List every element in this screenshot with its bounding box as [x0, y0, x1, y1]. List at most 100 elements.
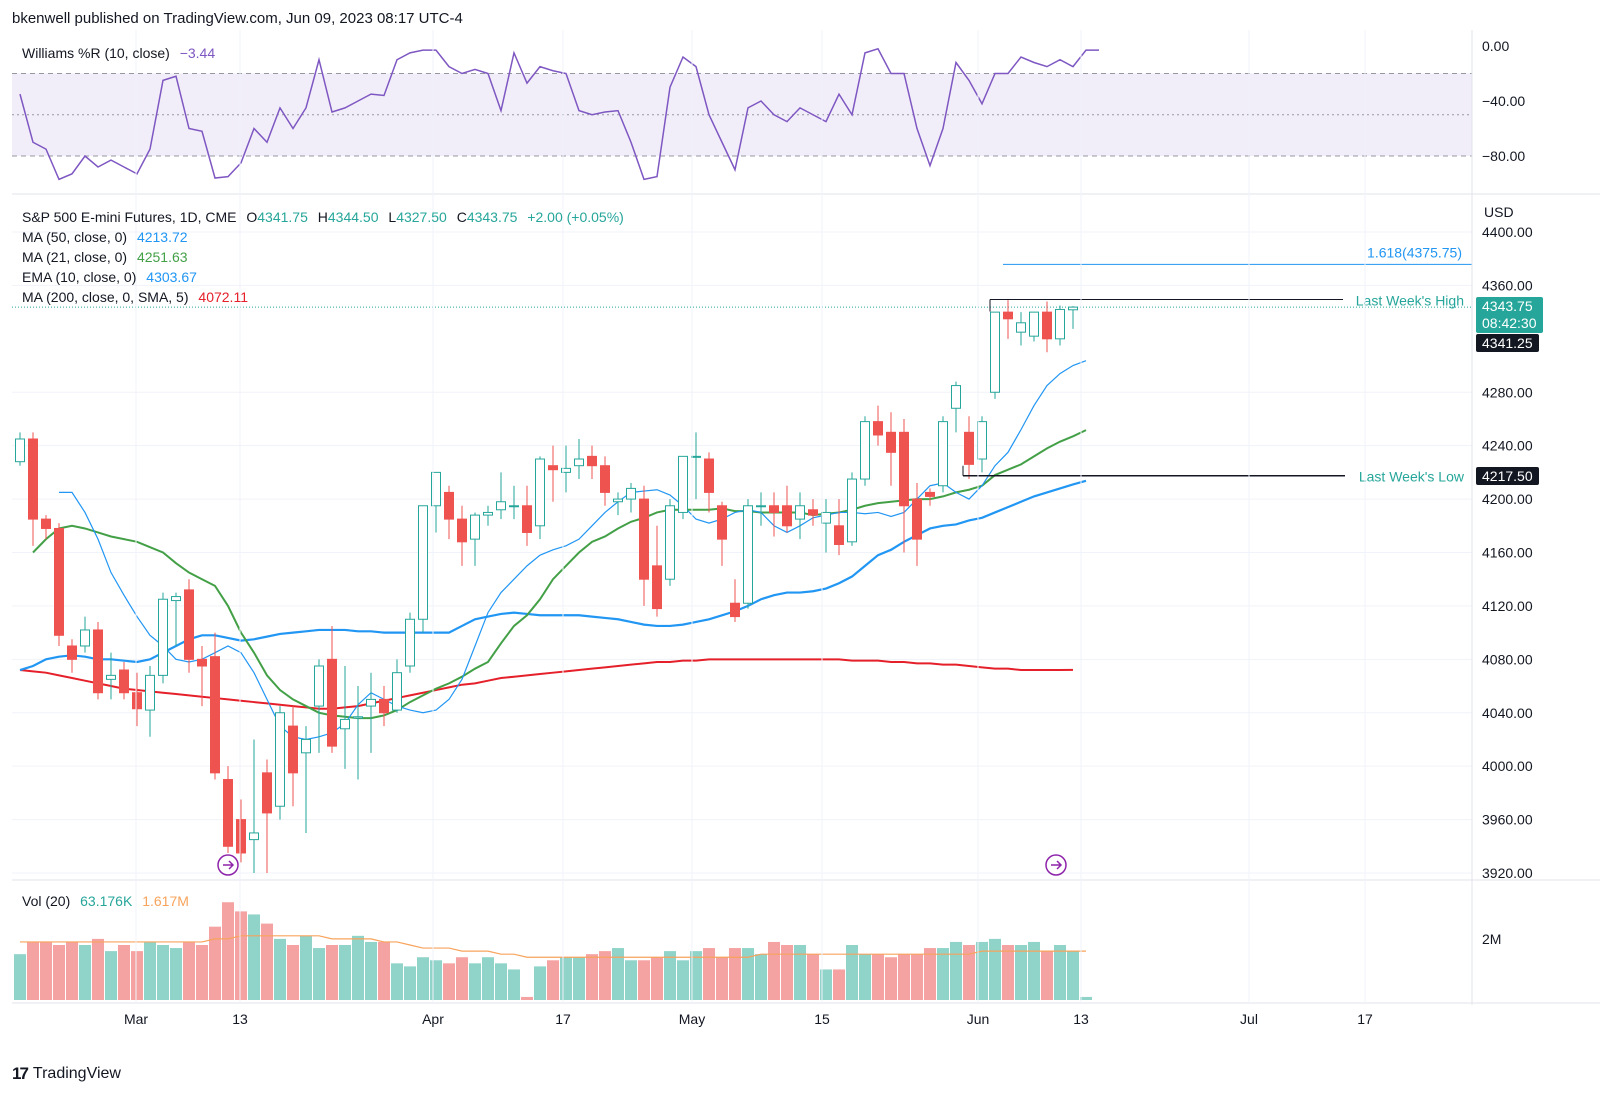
candle — [587, 455, 597, 467]
x-tick-label: 17 — [1357, 1011, 1373, 1027]
williams-legend[interactable]: Williams %R (10, close) −3.44 — [22, 45, 221, 61]
candle — [340, 718, 350, 730]
prev-close-tag: 4341.25 — [1476, 334, 1539, 352]
volume-bar — [859, 954, 871, 1000]
tradingview-logo[interactable]: 17 TradingView — [12, 1064, 121, 1084]
high-label: H — [317, 209, 328, 225]
volume-value: 63.176K — [80, 893, 133, 909]
volume-bar — [560, 957, 572, 1000]
volume-bar — [820, 969, 832, 1000]
candle — [28, 438, 38, 520]
candle — [730, 602, 740, 618]
candle — [899, 431, 909, 507]
candle — [392, 672, 402, 711]
price-tick-label: 3920.00 — [1482, 865, 1533, 881]
indicator-value: 4213.72 — [136, 229, 188, 245]
candle — [938, 421, 948, 487]
volume-bar — [872, 954, 884, 1000]
publisher-line: bkenwell published on TradingView.com, J… — [12, 10, 463, 27]
volume-bar — [183, 941, 195, 1000]
price-legend[interactable]: S&P 500 E-mini Futures, 1D, CME O4341.75… — [22, 209, 630, 225]
price-tick-label: 4280.00 — [1482, 384, 1533, 400]
volume-bar — [118, 945, 130, 1000]
volume-bar — [27, 941, 39, 1000]
candle — [1042, 311, 1052, 340]
candle — [327, 658, 337, 747]
candle — [106, 674, 116, 680]
volume-bar — [391, 963, 403, 1000]
volume-bar — [625, 960, 637, 1000]
last-week-high-label: Last Week's High — [1356, 292, 1464, 308]
candle — [470, 514, 480, 540]
candle — [1068, 306, 1078, 311]
open-value: 4341.75 — [257, 209, 308, 225]
candle — [249, 832, 259, 841]
volume-bar — [677, 960, 689, 1000]
volume-bar — [1028, 941, 1040, 1000]
volume-bar — [248, 914, 260, 1000]
candle — [769, 505, 779, 513]
candle — [990, 311, 1000, 393]
volume-legend[interactable]: Vol (20) 63.176K 1.617M — [22, 893, 195, 909]
volume-bar — [664, 951, 676, 1000]
volume-bar — [781, 945, 793, 1000]
candle — [652, 565, 662, 610]
candle — [353, 716, 363, 719]
volume-bar — [53, 945, 65, 1000]
volume-bar — [651, 957, 663, 1000]
last-week-low-label: Last Week's Low — [1359, 469, 1465, 485]
candle — [301, 738, 311, 754]
candle — [704, 458, 714, 493]
price-tick-label: 4360.00 — [1482, 277, 1533, 293]
last-price: 4343.75 — [1482, 298, 1533, 314]
volume-bar — [352, 935, 364, 1000]
price-tick-label: 4200.00 — [1482, 491, 1533, 507]
countdown: 08:42:30 — [1482, 315, 1537, 331]
volume-bar — [287, 945, 299, 1000]
volume-bar — [1041, 951, 1053, 1000]
candle — [262, 772, 272, 814]
ma21-line — [32, 429, 1087, 720]
candle — [678, 455, 688, 513]
event-marker-icon — [217, 854, 239, 876]
williams-tick-label: −80.00 — [1482, 148, 1525, 164]
candle — [314, 665, 324, 707]
x-tick-label: 13 — [232, 1011, 248, 1027]
tradingview-logo-icon: 17 — [12, 1064, 29, 1083]
candle — [41, 518, 51, 529]
volume-bar — [313, 948, 325, 1000]
event-marker-arrow — [223, 860, 235, 870]
candle — [457, 518, 467, 543]
indicator-ma200[interactable]: MA (200, close, 0, SMA, 5) 4072.11 — [22, 289, 254, 305]
volume-bar — [729, 948, 741, 1000]
indicator-label: EMA (10, close, 0) — [22, 269, 137, 285]
candle — [886, 431, 896, 453]
close-label: C — [456, 209, 467, 225]
candle — [483, 511, 493, 516]
volume-bar — [690, 951, 702, 1000]
indicator-ema10[interactable]: EMA (10, close, 0) 4303.67 — [22, 269, 203, 285]
volume-bar — [495, 963, 507, 1000]
volume-bar — [339, 945, 351, 1000]
volume-bar — [937, 948, 949, 1000]
x-tick-label: May — [679, 1011, 705, 1027]
candle — [912, 498, 922, 540]
indicator-ma21[interactable]: MA (21, close, 0) 4251.63 — [22, 249, 194, 265]
candle — [977, 421, 987, 460]
volume-bar — [547, 960, 559, 1000]
volume-bar — [521, 996, 533, 1000]
volume-bar — [573, 957, 585, 1000]
indicator-ma50[interactable]: MA (50, close, 0) 4213.72 — [22, 229, 194, 245]
candle — [691, 455, 701, 458]
candle — [496, 501, 506, 511]
candle — [418, 505, 428, 620]
volume-bar — [66, 941, 78, 1000]
volume-bar — [274, 938, 286, 1000]
volume-bar — [898, 954, 910, 1000]
volume-panel: 2M — [14, 902, 1501, 1000]
candle — [873, 421, 883, 436]
candle — [197, 658, 207, 667]
ma50-line — [19, 479, 1087, 672]
x-tick-label: Mar — [124, 1011, 148, 1027]
